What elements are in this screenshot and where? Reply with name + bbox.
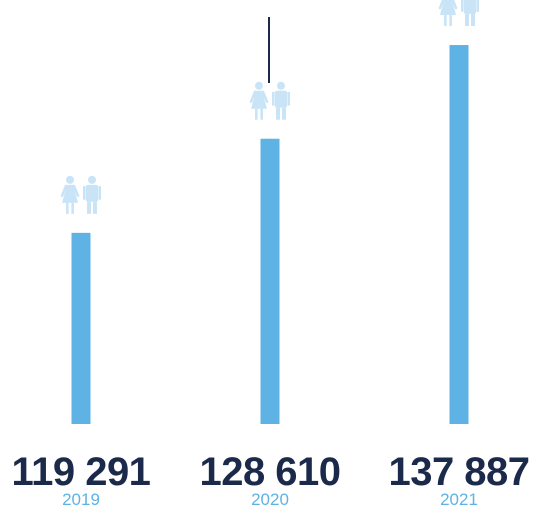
male-person-icon	[83, 175, 101, 214]
bar	[71, 232, 91, 424]
year-label: 2021	[440, 490, 478, 509]
bars-group	[71, 45, 469, 425]
female-person-icon	[60, 175, 80, 214]
male-person-icon	[461, 0, 479, 27]
value-label: 137 887	[388, 450, 529, 494]
female-person-icon	[249, 81, 269, 120]
value-label: 119 291	[12, 450, 151, 494]
female-person-icon	[438, 0, 458, 27]
year-label: 2019	[62, 490, 100, 509]
value-label: 128 610	[199, 450, 340, 494]
bar	[260, 138, 280, 424]
bar	[449, 45, 469, 425]
icons-group	[60, 0, 479, 214]
male-person-icon	[272, 81, 290, 120]
year-label: 2020	[251, 490, 289, 509]
